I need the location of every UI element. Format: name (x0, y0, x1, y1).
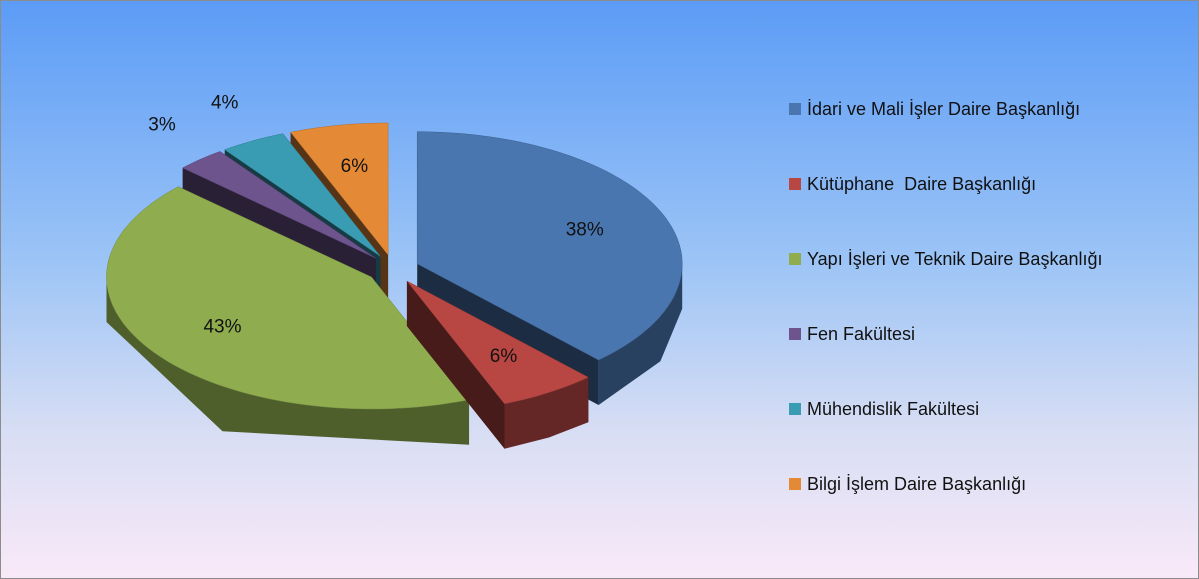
legend-label: Bilgi İşlem Daire Başkanlığı (807, 473, 1027, 494)
data-label: 3% (148, 114, 176, 135)
slice (416, 131, 683, 361)
data-label: 43% (203, 317, 241, 338)
legend-swatch (789, 477, 801, 490)
slice-wall (598, 263, 683, 405)
legend-label: Mühendislik Fakültesi (807, 398, 980, 419)
legend-swatch (789, 177, 801, 190)
legend-swatch (789, 252, 801, 265)
legend-item: Mühendislik Fakültesi (789, 396, 1189, 422)
legend-swatch (789, 327, 801, 340)
data-label: 6% (341, 156, 369, 177)
legend-label: Yapı İşleri ve Teknik Daire Başkanlığı (807, 248, 1103, 269)
legend: İdari ve Mali İşler Daire Başkanlığı Kütü… (789, 71, 1189, 521)
data-label: 4% (211, 92, 239, 113)
slice-wall (504, 377, 589, 449)
legend-swatch (789, 102, 801, 115)
legend-item: Kütüphane Daire Başkanlığı (789, 171, 1189, 197)
legend-label: Fen Fakültesi (807, 323, 916, 344)
legend-swatch (789, 402, 801, 415)
slice (182, 151, 376, 259)
slice (406, 280, 589, 405)
legend-label: İdari ve Mali İşler Daire Başkanlığı (807, 98, 1081, 119)
legend-item: Yapı İşleri ve Teknik Daire Başkanlığı (789, 246, 1189, 272)
slice (106, 186, 470, 410)
legend-item: İdari ve Mali İşler Daire Başkanlığı (789, 96, 1189, 122)
slice (224, 133, 381, 257)
slice-wall (106, 277, 469, 445)
legend-label: Kütüphane Daire Başkanlığı (807, 173, 1037, 194)
data-label: 6% (490, 346, 518, 367)
legend-item: Bilgi İşlem Daire Başkanlığı (789, 471, 1189, 497)
slice-side (406, 281, 505, 449)
legend-item: Fen Fakültesi (789, 321, 1189, 347)
data-label: 38% (566, 220, 604, 241)
slice (290, 122, 389, 256)
